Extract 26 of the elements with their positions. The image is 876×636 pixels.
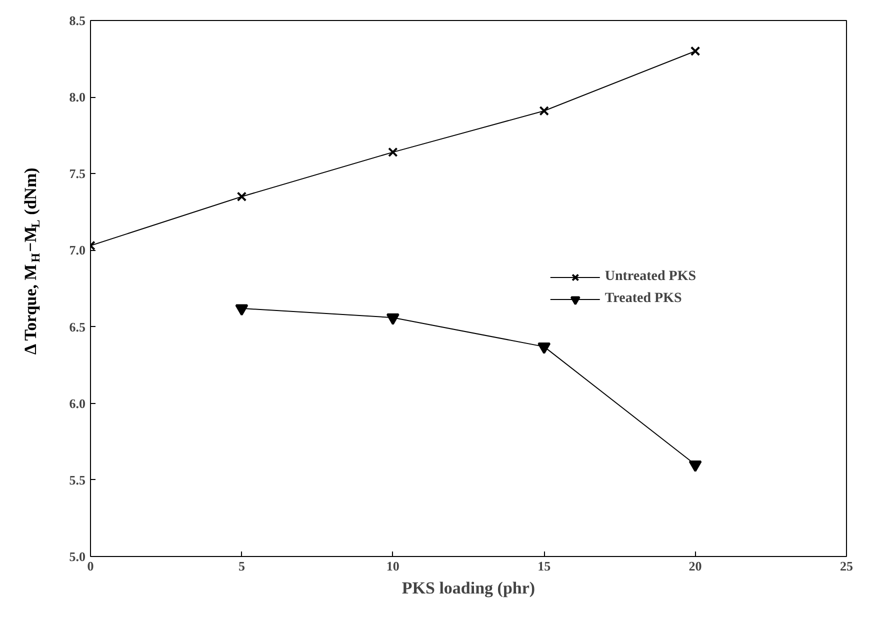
point xyxy=(539,106,549,116)
x-tick-label: 20 xyxy=(688,558,702,574)
point xyxy=(688,460,702,472)
y-axis-title: Δ Torque, MH−ML (dNm) xyxy=(21,168,42,355)
y-tick-label: 5.5 xyxy=(69,472,86,488)
x-tick-label: 25 xyxy=(840,558,854,574)
point xyxy=(236,192,247,202)
x-tick-label: 5 xyxy=(238,558,246,574)
point xyxy=(538,342,551,354)
y-tick-label: 8.0 xyxy=(69,90,86,105)
x-tick-label: 0 xyxy=(87,558,94,574)
y-tick-label: 6.5 xyxy=(69,319,86,334)
point xyxy=(388,147,398,158)
x-axis-title: PKS loading (phr) xyxy=(402,578,536,598)
y-tick-label: 8.5 xyxy=(69,13,86,28)
x-tick-label: 10 xyxy=(386,558,400,574)
legend-label: Untreated PKS xyxy=(604,269,696,285)
y-tick-label: 6.0 xyxy=(69,396,86,411)
point xyxy=(386,313,400,325)
point xyxy=(690,46,700,56)
y-tick-label: 7.5 xyxy=(69,166,86,182)
point xyxy=(235,304,248,316)
y-tick-label: 7.0 xyxy=(69,242,86,258)
x-tick-label: 15 xyxy=(538,558,552,574)
y-tick-label: 5.0 xyxy=(69,549,86,564)
legend-label: Treated PKS xyxy=(604,291,682,307)
